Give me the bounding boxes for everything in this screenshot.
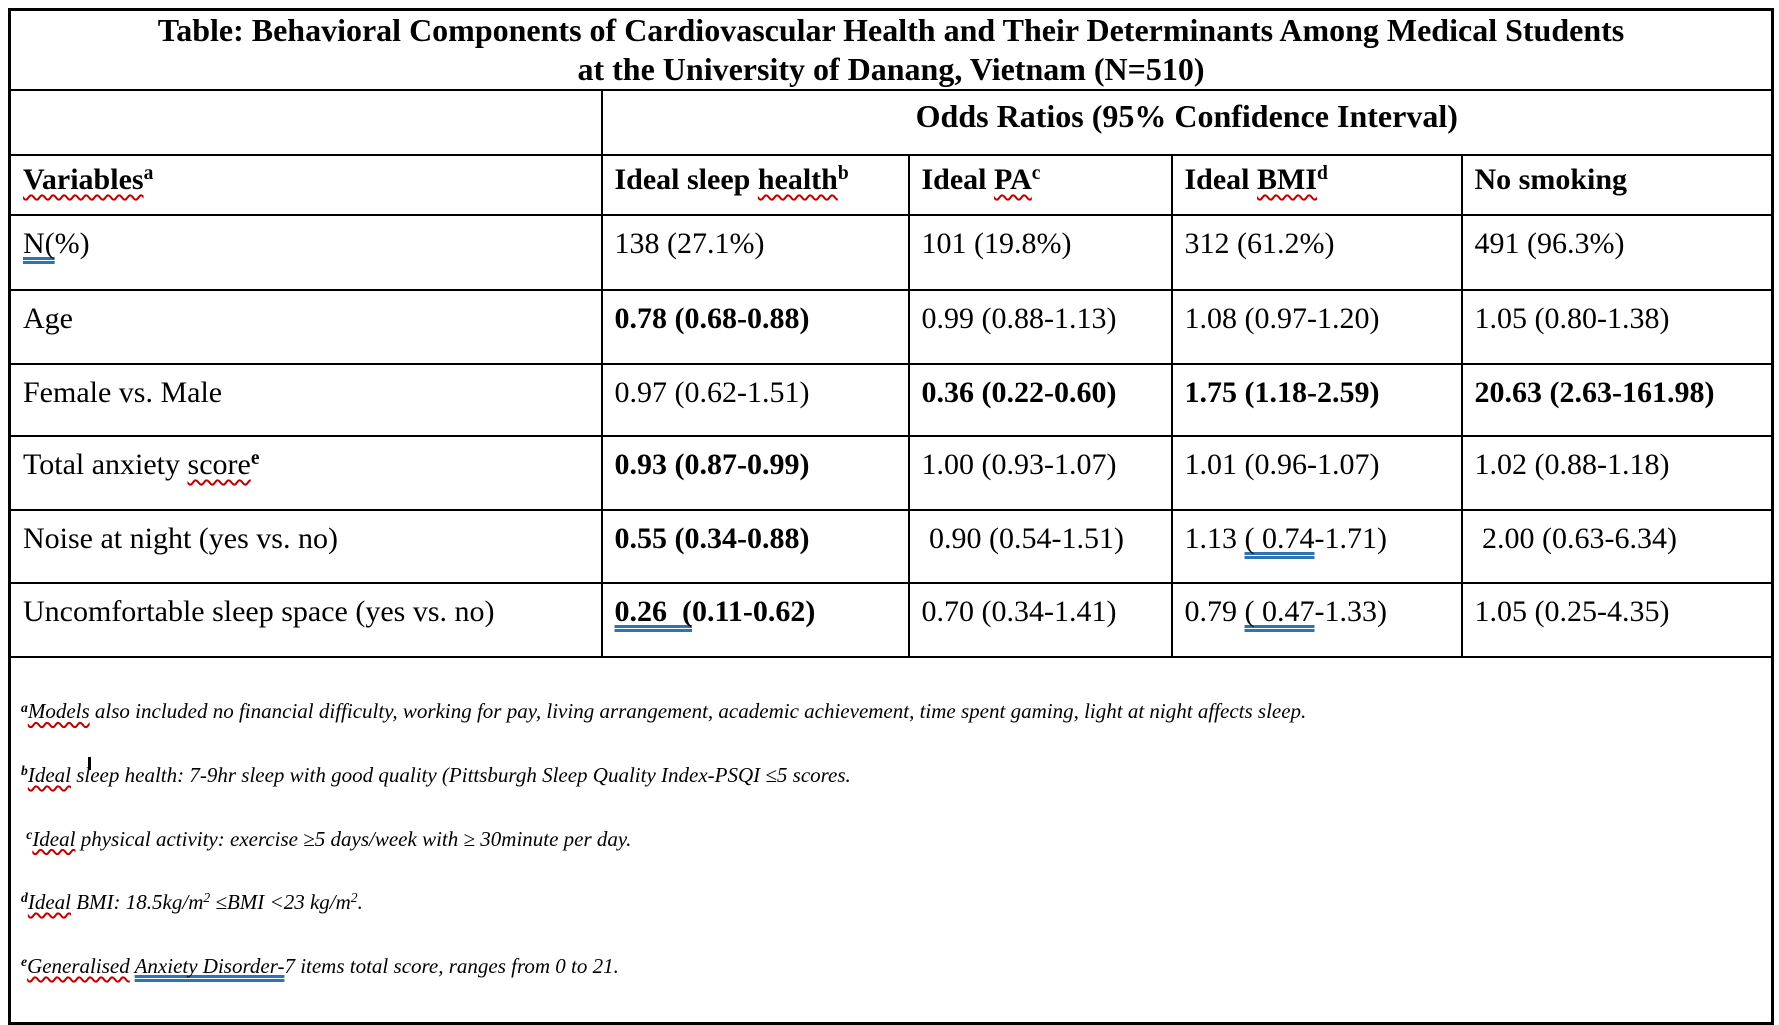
table-footnotes-row: aModels also included no financial diffi… [8,656,1774,1025]
odds-ratio-cell: 0.79 ( 0.47-1.33) [1170,582,1463,658]
footnotes-cell: aModels also included no financial diffi… [8,656,1774,1025]
row-label-total-anxiety-score: Total anxiety scoree [8,435,603,511]
col-header-no-smoking: No smoking [1460,154,1774,216]
odds-ratio-cell: 491 (96.3%) [1460,214,1774,291]
table-title-line1: Table: Behavioral Components of Cardiova… [157,12,1625,48]
odds-ratio-cell: 2.00 (0.63-6.34) [1460,509,1774,584]
row-label-age: Age [8,289,603,365]
footnote-c: cIdeal physical activity: exercise ≥5 da… [26,826,632,851]
col-header-ideal-sleep-health: Ideal sleep healthb [600,154,910,216]
odds-ratio-cell: 1.02 (0.88-1.18) [1460,435,1774,511]
footnote-b: bIdeal sleep health: 7-9hr sleep with go… [21,763,851,788]
stray-border-mark [88,757,91,770]
odds-ratio-cell: 20.63 (2.63-161.98) [1460,363,1774,437]
odds-ratio-cell: 0.36 (0.22-0.60) [907,363,1173,437]
table-row: Age 0.78 (0.68-0.88) 0.99 (0.88-1.13) 1.… [8,289,1774,365]
odds-ratio-cell: 0.93 (0.87-0.99) [600,435,910,511]
odds-ratio-cell: 1.01 (0.96-1.07) [1170,435,1463,511]
odds-ratio-cell: 0.70 (0.34-1.41) [907,582,1173,658]
col-header-ideal-bmi: Ideal BMId [1170,154,1463,216]
col-header-variables: Variablesa [8,154,603,216]
table-header-row: Variablesa Ideal sleep healthb Ideal PAc… [8,154,1774,216]
row-label-noise-at-night: Noise at night (yes vs. no) [8,509,603,584]
odds-ratio-cell: 1.13 ( 0.74-1.71) [1170,509,1463,584]
table-row: Noise at night (yes vs. no) 0.55 (0.34-0… [8,509,1774,584]
row-label-n-pct: N(%) [8,214,603,291]
table-row: Uncomfortable sleep space (yes vs. no) 0… [8,582,1774,658]
odds-ratio-cell: 0.97 (0.62-1.51) [600,363,910,437]
odds-ratio-cell: 0.99 (0.88-1.13) [907,289,1173,365]
odds-ratio-cell: 1.05 (0.25-4.35) [1460,582,1774,658]
footnote-a: aModels also included no financial diffi… [21,699,1307,724]
table-row: Total anxiety scoree 0.93 (0.87-0.99) 1.… [8,435,1774,511]
table-row: Female vs. Male 0.97 (0.62-1.51) 0.36 (0… [8,363,1774,437]
odds-ratio-cell: 1.05 (0.80-1.38) [1460,289,1774,365]
odds-ratio-cell: 1.75 (1.18-2.59) [1170,363,1463,437]
col-header-ideal-pa: Ideal PAc [907,154,1173,216]
footnote-e: eGeneralised Anxiety Disorder-7 items to… [21,953,619,978]
odds-ratio-cell: 1.08 (0.97-1.20) [1170,289,1463,365]
odds-ratio-cell: 0.55 (0.34-0.88) [600,509,910,584]
odds-ratio-cell: 0.78 (0.68-0.88) [600,289,910,365]
odds-ratio-cell: 312 (61.2%) [1170,214,1463,291]
footnote-d: dIdeal BMI: 18.5kg/m2 ≤BMI <23 kg/m2. [21,890,363,915]
odds-ratio-cell: 1.00 (0.93-1.07) [907,435,1173,511]
empty-corner-cell [8,89,603,156]
odds-ratio-cell: 0.26 (0.11-0.62) [600,582,910,658]
table-row: N(%) 138 (27.1%) 101 (19.8%) 312 (61.2%)… [8,214,1774,291]
table-title-line2: at the University of Danang, Vietnam (N=… [577,51,1205,87]
odds-ratios-spanner-header: Odds Ratios (95% Confidence Interval) [600,89,1774,156]
odds-ratio-cell: 138 (27.1%) [600,214,910,291]
row-label-female-vs-male: Female vs. Male [8,363,603,437]
odds-ratio-cell: 101 (19.8%) [907,214,1173,291]
row-label-uncomfortable-sleep-space: Uncomfortable sleep space (yes vs. no) [8,582,603,658]
table-row: Odds Ratios (95% Confidence Interval) [8,89,1774,156]
table-title: Table: Behavioral Components of Cardiova… [8,8,1774,91]
table-row: Table: Behavioral Components of Cardiova… [8,8,1774,91]
odds-ratio-cell: 0.90 (0.54-1.51) [907,509,1173,584]
results-table: Table: Behavioral Components of Cardiova… [8,8,1775,1025]
